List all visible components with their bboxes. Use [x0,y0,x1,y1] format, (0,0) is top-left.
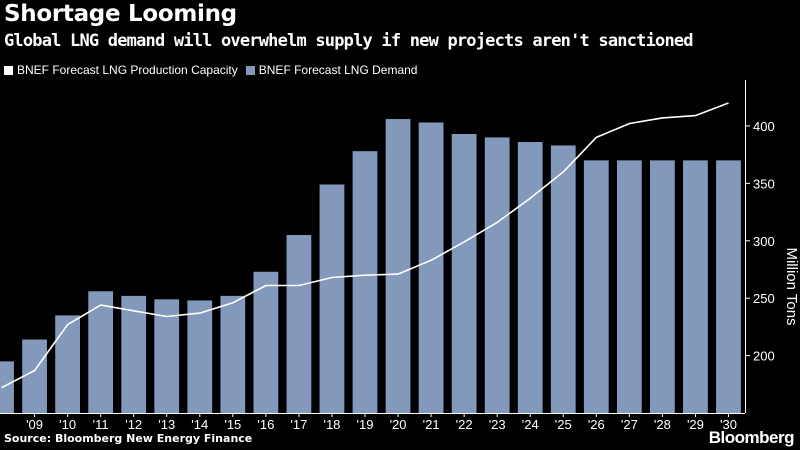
x-tick-label: '18 [323,417,340,432]
y-tick-label: 300 [753,234,775,249]
x-tick-label: '11 [93,417,109,432]
demand-bar [319,184,345,413]
x-tick-label: '29 [687,417,704,432]
x-tick-label: '20 [390,417,407,432]
demand-bar [683,160,708,413]
demand-bar [121,295,147,413]
y-tick-label: 400 [753,119,775,134]
x-tick-label: '14 [191,417,208,432]
demand-bar [352,151,378,413]
demand-bar [583,160,609,413]
demand-bar [286,235,312,413]
y-tick-label: 350 [753,176,775,191]
demand-bar [22,339,47,413]
demand-bar [517,142,543,413]
x-tick-label: '22 [456,417,473,432]
bloomberg-logo: Bloomberg [708,428,795,447]
legend: BNEF Forecast LNG Production Capacity BN… [4,63,425,77]
demand-bar [55,315,80,413]
y-tick-label: 200 [753,349,775,364]
x-tick-label: '21 [423,417,440,432]
y-tick-label: 250 [753,291,775,306]
demand-bar [616,160,642,413]
demand-bar [187,300,213,413]
demand-bar [220,295,246,413]
x-tick-label: '16 [257,417,274,432]
chart-title: Shortage Looming [4,1,237,27]
x-tick-label: '30 [720,417,737,432]
x-tick-label: '27 [621,417,638,432]
x-tick-label: '25 [555,417,572,432]
demand-bar [88,291,114,413]
demand-bar [716,160,741,413]
legend-swatch-capacity [4,65,13,75]
x-tick-label: '24 [522,417,539,432]
demand-bar [385,119,411,413]
legend-item-capacity: BNEF Forecast LNG Production Capacity [4,63,238,77]
x-tick-label: '12 [125,417,142,432]
x-tick-label: '23 [489,417,506,432]
demand-bar [550,145,576,413]
x-tick-label: '09 [26,417,43,432]
demand-bar [0,361,14,413]
x-tick-label: '26 [588,417,605,432]
legend-label-demand: BNEF Forecast LNG Demand [258,63,418,77]
legend-swatch-demand [245,65,255,75]
legend-label-capacity: BNEF Forecast LNG Production Capacity [17,63,238,77]
chart-subtitle: Global LNG demand will overwhelm supply … [4,31,694,51]
demand-bars [0,119,741,413]
demand-bar [418,122,444,413]
x-tick-label: '13 [158,417,175,432]
demand-bar [253,271,279,413]
demand-bar [451,133,477,413]
demand-bar [154,299,180,413]
capacity-line [1,102,729,389]
demand-bar [650,160,675,413]
x-tick-label: '10 [59,417,76,432]
demand-bar [484,137,510,413]
x-tick-label: '19 [357,417,374,432]
y-axis-title: Million Tons [783,247,800,325]
source-note: Source: Bloomberg New Energy Finance [4,432,253,445]
legend-item-demand: BNEF Forecast LNG Demand [245,63,418,77]
x-tick-label: '17 [290,417,307,432]
x-tick-label: '15 [224,417,241,432]
x-tick-label: '28 [654,417,671,432]
